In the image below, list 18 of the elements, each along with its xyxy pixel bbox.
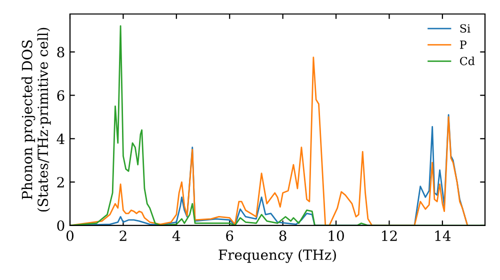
x-tick-label: 2 [120, 230, 126, 241]
y-axis-title: Phonon projected DOS (States/THz·primitive cell) [22, 28, 51, 212]
y-tick-label: 8 [57, 46, 64, 58]
x-tick-label: 12 [382, 230, 397, 241]
legend-label: P [460, 40, 466, 49]
x-axis-title: Frequency (THz) [218, 249, 336, 263]
legend-label: Si [460, 24, 470, 33]
legend-label: Cd [460, 56, 475, 66]
x-tick-label: 0 [66, 230, 74, 242]
y-tick-label: 2 [57, 177, 64, 188]
x-tick-label: 6 [226, 230, 234, 242]
x-tick-label: 14 [435, 230, 451, 241]
y-tick-label: 0 [57, 220, 64, 231]
x-tick-label: 8 [279, 230, 286, 242]
x-tick-label: 10 [328, 230, 344, 242]
y-tick-label: 4 [56, 134, 64, 144]
x-tick-label: 4 [172, 230, 180, 241]
y-tick-label: 6 [57, 90, 64, 101]
